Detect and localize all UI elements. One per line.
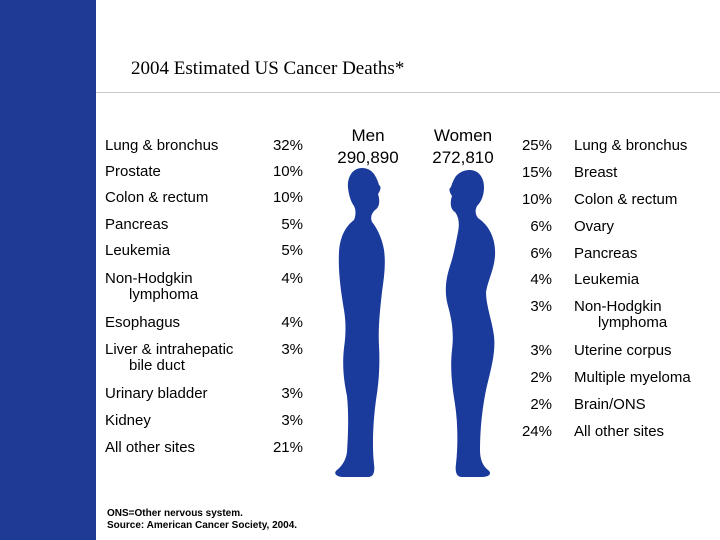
women-pct: 15% <box>521 164 552 181</box>
women-pct: 3% <box>530 342 552 359</box>
women-site: Pancreas <box>574 245 638 262</box>
men-site-line2: bile duct <box>129 357 185 374</box>
men-pct: 5% <box>281 216 303 233</box>
women-site: Colon & rectum <box>574 191 678 208</box>
men-site-line1: Non-Hodgkin <box>105 270 193 287</box>
page-title: 2004 Estimated US Cancer Deaths* <box>131 58 405 79</box>
women-site: Multiple myeloma <box>574 369 691 386</box>
men-pct: 4% <box>281 314 303 331</box>
left-accent-bar <box>0 0 96 540</box>
women-header: Women 272,810 <box>413 125 513 169</box>
men-pct: 3% <box>281 341 303 358</box>
women-site-line1: Non-Hodgkin <box>574 298 662 315</box>
footnote-line2: Source: American Cancer Society, 2004. <box>107 520 298 531</box>
men-pct: 32% <box>272 137 303 154</box>
women-pct: 25% <box>521 137 552 154</box>
men-site: Esophagus <box>105 314 181 331</box>
women-label: Women <box>433 126 493 145</box>
men-pct: 21% <box>272 439 303 456</box>
men-total: 290,890 <box>337 148 399 167</box>
women-pct: 3% <box>530 298 552 315</box>
footnote-line1: ONS=Other nervous system. <box>107 508 243 519</box>
men-site: All other sites <box>105 439 196 456</box>
women-site: Leukemia <box>574 271 640 288</box>
men-pct: 10% <box>272 163 303 180</box>
men-site: Kidney <box>105 412 151 429</box>
men-site: Pancreas <box>105 216 169 233</box>
women-pct: 10% <box>521 191 552 208</box>
women-site: Lung & bronchus <box>574 137 688 154</box>
woman-silhouette <box>445 170 496 477</box>
men-site-line1: Liver & intrahepatic <box>105 341 234 358</box>
women-site: All other sites <box>574 423 665 440</box>
men-pct: 3% <box>281 385 303 402</box>
men-site: Non-Hodgkin lymphoma <box>105 271 265 303</box>
men-pct: 5% <box>281 242 303 259</box>
women-pct: 24% <box>521 423 552 440</box>
silhouettes <box>335 168 496 477</box>
women-site-line2: lymphoma <box>598 314 668 331</box>
women-pct: 2% <box>530 396 552 413</box>
women-pct: 6% <box>530 218 552 235</box>
women-pct: 2% <box>530 369 552 386</box>
women-site: Non-Hodgkin lymphoma <box>574 299 720 331</box>
man-silhouette <box>335 168 385 477</box>
men-pct: 4% <box>281 270 303 287</box>
men-site: Liver & intrahepatic bile duct <box>105 342 265 374</box>
women-site: Ovary <box>574 218 615 235</box>
men-site: Leukemia <box>105 242 171 259</box>
men-label: Men <box>351 126 385 145</box>
women-total: 272,810 <box>432 148 494 167</box>
men-pct: 3% <box>281 412 303 429</box>
title-divider <box>96 92 720 93</box>
men-site: Urinary bladder <box>105 385 208 402</box>
women-pct: 6% <box>530 245 552 262</box>
men-pct: 10% <box>272 189 303 206</box>
men-site-line2: lymphoma <box>129 286 199 303</box>
men-site: Prostate <box>105 163 161 180</box>
men-site: Lung & bronchus <box>105 137 219 154</box>
men-header: Men 290,890 <box>318 125 418 169</box>
women-site: Uterine corpus <box>574 342 672 359</box>
footnote: ONS=Other nervous system. Source: Americ… <box>107 508 297 532</box>
men-site: Colon & rectum <box>105 189 209 206</box>
women-site: Breast <box>574 164 618 181</box>
women-site: Brain/ONS <box>574 396 646 413</box>
women-pct: 4% <box>530 271 552 288</box>
